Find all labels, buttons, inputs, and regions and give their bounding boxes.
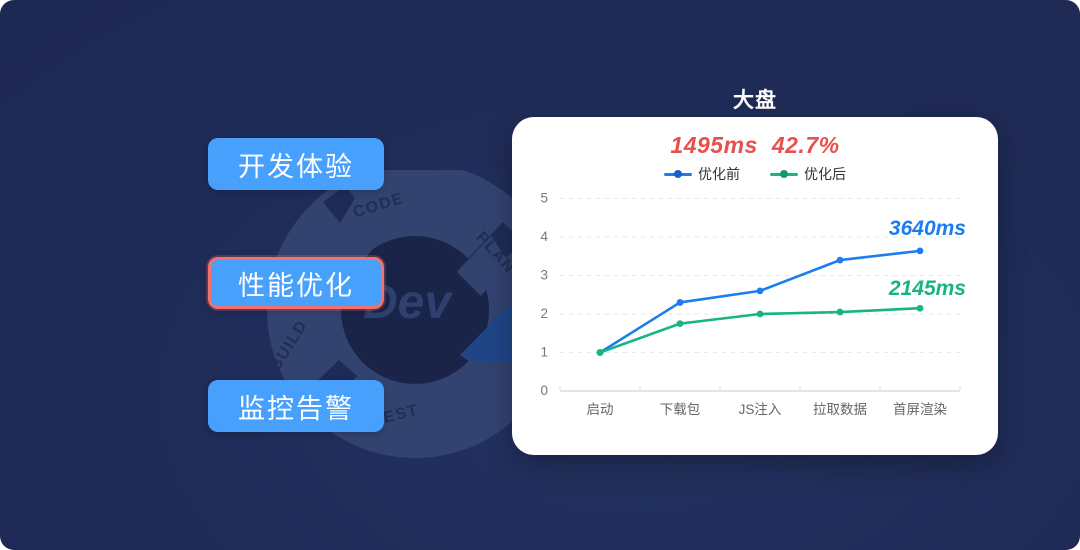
x-category-label: JS注入	[739, 402, 782, 417]
series-point-0[interactable]	[676, 299, 684, 306]
legend-item-before[interactable]: 优化前	[664, 164, 740, 184]
series-point-1[interactable]	[676, 320, 684, 328]
series-line-0	[598, 249, 922, 354]
legend-marker-after-icon	[770, 168, 798, 180]
x-category-label: 首屏渲染	[893, 402, 947, 417]
y-tick-label: 2	[540, 306, 548, 321]
devops-label-build: BUILD	[267, 317, 311, 374]
series-annotation-1: 2145ms	[888, 277, 966, 300]
chart-legend: 优化前 优化后	[512, 164, 998, 184]
x-category-label: 拉取数据	[813, 402, 867, 417]
devops-bright-wedge	[460, 302, 512, 362]
series-point-1[interactable]	[756, 310, 764, 318]
y-tick-label: 0	[540, 383, 548, 398]
x-category-label: 下载包	[660, 402, 701, 417]
stat-headline: 1495ms 42.7%	[512, 132, 998, 159]
y-tick-label: 3	[540, 268, 548, 283]
series-point-1[interactable]	[916, 304, 924, 312]
devops-arrowhead	[335, 188, 393, 262]
y-tick-label: 5	[540, 191, 548, 206]
chart-area: 0 1 2 3 4 5 启动 下载包 JS注入 拉取数据 首屏渲染 3640ms 2145ms	[520, 186, 990, 436]
chart-title: 大盘	[733, 89, 777, 112]
series-point-1[interactable]	[596, 349, 604, 356]
y-tick-label: 4	[540, 229, 548, 244]
devops-ring-gap	[323, 186, 385, 254]
series-point-0[interactable]	[916, 247, 924, 255]
menu-button-dev-experience[interactable]: 开发体验	[208, 138, 384, 190]
series-point-1[interactable]	[836, 308, 844, 316]
y-tick-label: 1	[540, 345, 548, 360]
legend-label-before: 优化前	[698, 166, 740, 182]
legend-marker-before-icon	[664, 168, 692, 180]
legend-label-after: 优化后	[804, 166, 846, 182]
stat-delta-percent: 42.7%	[771, 132, 840, 158]
x-category-label: 启动	[587, 402, 614, 417]
devops-label-code: CODE	[351, 190, 406, 222]
menu-button-performance-optimization[interactable]: 性能优化	[208, 257, 384, 309]
series-point-0[interactable]	[836, 256, 844, 264]
stat-delta-ms: 1495ms	[670, 132, 758, 158]
devops-arrowhead	[457, 236, 509, 296]
line-chart: 0 1 2 3 4 5 启动 下载包 JS注入 拉取数据 首屏渲染 3640ms 2145ms	[540, 191, 966, 418]
legend-item-after[interactable]: 优化后	[770, 164, 846, 184]
series-annotation-0: 3640ms	[889, 217, 966, 240]
chart-card: 1495ms 42.7% 优化前 优化后	[512, 117, 998, 455]
series-point-0[interactable]	[756, 287, 764, 295]
menu-button-monitoring-alerts[interactable]: 监控告警	[208, 380, 384, 432]
